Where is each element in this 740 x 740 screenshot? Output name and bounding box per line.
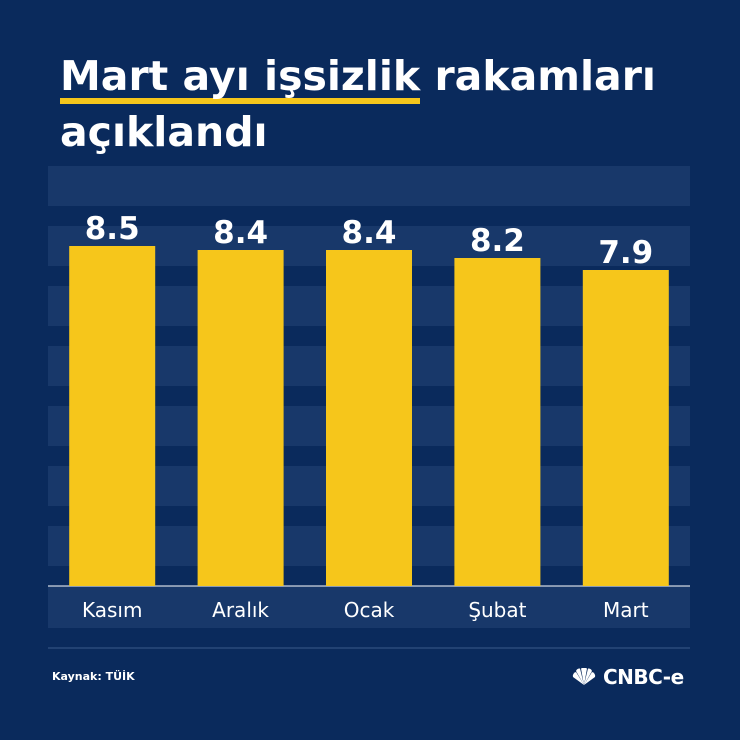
data-label-4: 7.9 [598,235,653,271]
chart-title: Mart ayı işsizlik rakamları açıklandı [60,48,700,160]
grid-band [48,166,690,206]
category-label-0: Kasım [82,598,142,622]
title-highlight: Mart ayı işsizlik [60,54,421,104]
data-label-0: 8.5 [85,211,140,247]
bar-2 [326,250,412,586]
peacock-icon [572,668,596,685]
data-label-3: 8.2 [470,223,525,259]
category-label-3: Şubat [468,598,526,622]
category-band [48,586,690,628]
brand-name: CNBC-e [603,665,684,689]
bar-4 [582,270,669,586]
bar-1 [197,250,284,586]
data-label-2: 8.4 [342,215,397,251]
data-label-1: 8.4 [213,215,268,251]
title-rest: rakamları açıklandı [60,52,656,156]
category-label-4: Mart [603,598,649,622]
bar-3 [454,258,541,586]
bar-0 [69,246,156,586]
category-label-1: Aralık [212,598,269,622]
source-note: Kaynak: TÜİK [52,670,135,683]
cnbc-e-logo: CNBC-e [570,664,684,690]
category-label-2: Ocak [344,598,395,622]
